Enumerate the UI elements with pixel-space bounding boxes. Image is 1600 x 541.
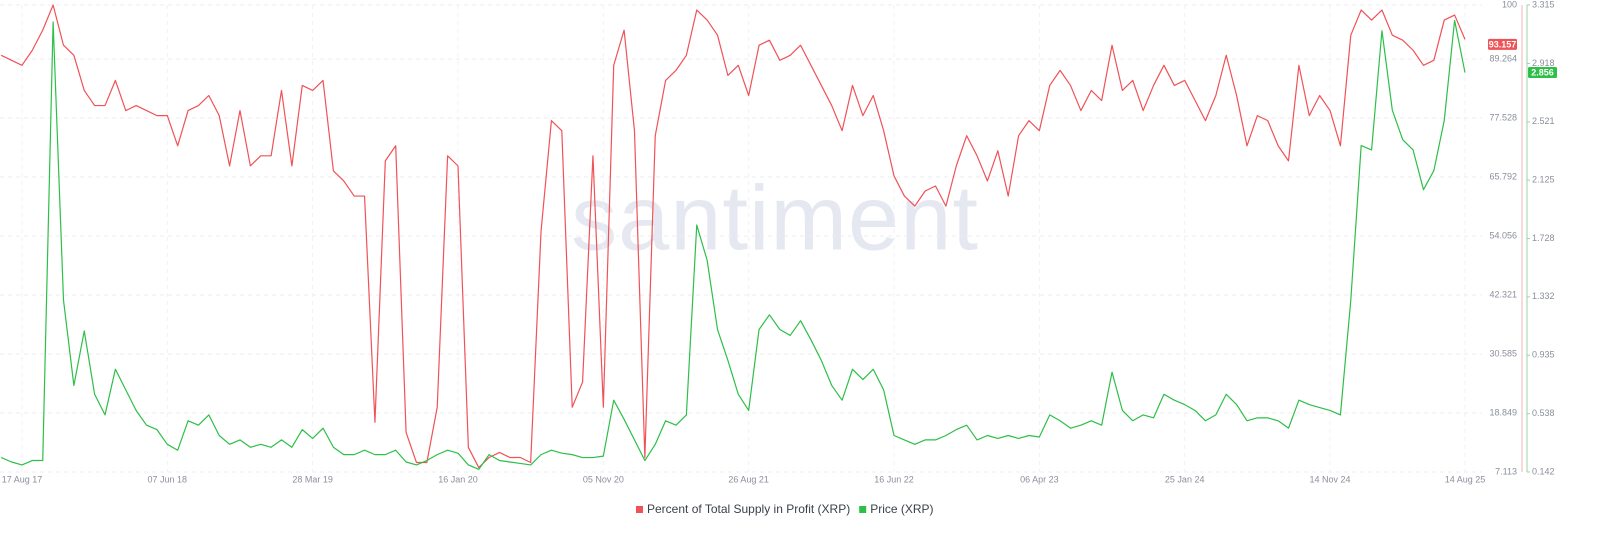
last-value-badge bbox=[1528, 67, 1557, 79]
x-tick-label: 16 Jan 20 bbox=[438, 474, 478, 484]
y2-tick-label: 0.538 bbox=[1532, 408, 1555, 418]
last-value-badge bbox=[1488, 38, 1517, 50]
y2-tick-label: 3.315 bbox=[1532, 0, 1555, 9]
watermark: santiment bbox=[571, 167, 979, 269]
x-tick-label: 26 Aug 21 bbox=[728, 474, 769, 484]
legend-label: Price (XRP) bbox=[870, 502, 933, 516]
y2-tick-label: 2.521 bbox=[1532, 116, 1555, 126]
y2-tick-label: 0.935 bbox=[1532, 350, 1555, 360]
y-tick-label: 42.321 bbox=[1489, 289, 1517, 299]
y2-tick-label: 1.728 bbox=[1532, 233, 1555, 243]
series-line bbox=[0, 4, 1466, 469]
y-tick-label: 7.113 bbox=[1495, 466, 1517, 476]
x-tick-label: 16 Jun 22 bbox=[874, 474, 914, 484]
y2-tick-label: 2.125 bbox=[1532, 175, 1555, 185]
x-tick-label: 06 Apr 23 bbox=[1020, 474, 1059, 484]
y-tick-label: 54.056 bbox=[1489, 230, 1517, 240]
last-value-label: 2.856 bbox=[1531, 67, 1554, 77]
y2-tick-label: 2.918 bbox=[1532, 58, 1555, 68]
y-tick-label: 89.264 bbox=[1489, 53, 1517, 63]
series-line bbox=[0, 19, 1466, 470]
legend-label: Percent of Total Supply in Profit (XRP) bbox=[647, 502, 850, 516]
legend-swatch bbox=[636, 506, 643, 513]
legend: Percent of Total Supply in Profit (XRP) P… bbox=[636, 502, 934, 516]
y2-tick-label: 0.142 bbox=[1532, 466, 1555, 476]
x-tick-label: 28 Mar 19 bbox=[292, 474, 333, 484]
x-tick-label: 17 Aug 17 bbox=[2, 474, 43, 484]
legend-swatch bbox=[859, 506, 867, 513]
y-tick-label: 30.585 bbox=[1489, 348, 1517, 358]
x-tick-label: 07 Jun 18 bbox=[148, 474, 188, 484]
x-tick-label: 25 Jan 24 bbox=[1165, 474, 1205, 484]
y-tick-label: 100 bbox=[1502, 0, 1517, 9]
x-tick-label: 14 Aug 25 bbox=[1445, 474, 1486, 484]
y-tick-label: 18.849 bbox=[1489, 407, 1517, 417]
y-tick-label: 77.528 bbox=[1489, 112, 1517, 122]
last-value-label: 93.157 bbox=[1489, 39, 1517, 49]
x-tick-label: 05 Nov 20 bbox=[583, 474, 624, 484]
x-tick-label: 14 Nov 24 bbox=[1310, 474, 1351, 484]
y-tick-label: 65.792 bbox=[1489, 171, 1517, 181]
y2-tick-label: 1.332 bbox=[1532, 291, 1555, 301]
